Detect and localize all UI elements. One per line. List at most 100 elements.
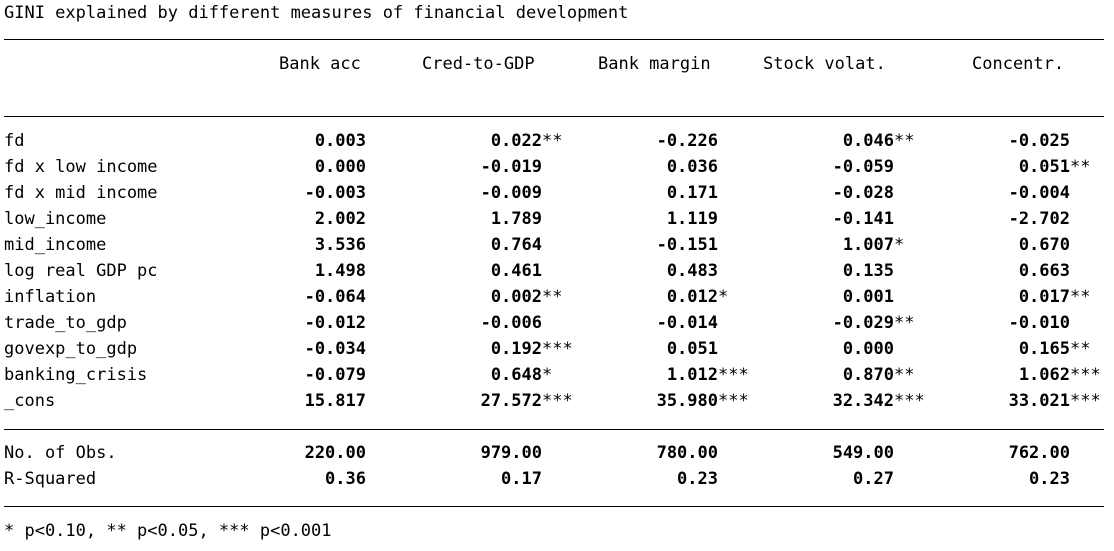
- row-label: trade_to_gdp: [4, 313, 127, 333]
- column-header-bank-margin: Bank margin: [598, 54, 711, 74]
- cell-value: 0.036: [666, 157, 718, 177]
- table-cell: 0.003: [226, 131, 366, 151]
- table-cell: -0.151: [578, 235, 718, 255]
- cell-value: 762.00: [1008, 443, 1070, 463]
- table-cell: -0.009: [402, 183, 542, 203]
- significance-stars: **: [542, 287, 563, 307]
- significance-stars: **: [894, 313, 915, 333]
- cell-value: -0.064: [304, 287, 366, 307]
- row-label: fd x mid income: [4, 183, 158, 203]
- significance-stars: ***: [1070, 365, 1101, 385]
- table-cell: 0.017**: [930, 287, 1091, 307]
- significance-note: * p<0.10, ** p<0.05, *** p<0.001: [4, 521, 332, 541]
- table-row: fd x low income 0.000 -0.019 0.036 -0.059 0.0…: [0, 157, 1114, 183]
- cell-value: 1.007: [842, 235, 894, 255]
- table-cell: -0.019: [402, 157, 542, 177]
- cell-value: 0.003: [314, 131, 366, 151]
- cell-value: 0.012: [666, 287, 718, 307]
- row-label: fd x low income: [4, 157, 158, 177]
- cell-value: 0.192: [490, 339, 542, 359]
- table-cell: 0.012*: [578, 287, 728, 307]
- table-cell: 0.648*: [402, 365, 552, 385]
- column-header-cred-to-gdp: Cred-to-GDP: [422, 54, 535, 74]
- cell-value: 0.663: [1018, 261, 1070, 281]
- row-label: low_income: [4, 209, 107, 229]
- table-cell: 0.36: [226, 469, 366, 489]
- table-cell: 1.062***: [930, 365, 1101, 385]
- cell-value: -0.006: [480, 313, 542, 333]
- cell-value: 0.171: [666, 183, 718, 203]
- table-cell: 0.870**: [754, 365, 915, 385]
- cell-value: 0.36: [325, 469, 366, 489]
- table-cell: 0.23: [578, 469, 718, 489]
- cell-value: 220.00: [304, 443, 366, 463]
- table-row: trade_to_gdp -0.012 -0.006 -0.014 -0.029** -0…: [0, 313, 1114, 339]
- table-cell: 0.764: [402, 235, 542, 255]
- cell-value: -0.151: [656, 235, 718, 255]
- significance-stars: ***: [718, 391, 749, 411]
- cell-value: 0.000: [842, 339, 894, 359]
- cell-value: 35.980: [656, 391, 718, 411]
- table-cell: 0.036: [578, 157, 718, 177]
- column-header-concentr: Concentr.: [972, 54, 1065, 74]
- table-cell: 0.27: [754, 469, 894, 489]
- row-label: R-Squared: [4, 469, 97, 489]
- cell-value: 0.000: [314, 157, 366, 177]
- cell-value: 1.498: [314, 261, 366, 281]
- table-cell: 0.663: [930, 261, 1070, 281]
- table-cell: 1.012***: [578, 365, 749, 385]
- table-cell: -0.226: [578, 131, 718, 151]
- row-label: fd: [4, 131, 25, 151]
- table-cell: -0.028: [754, 183, 894, 203]
- header-rule: [4, 116, 1104, 117]
- table-cell: 549.00: [754, 443, 894, 463]
- table-row: fd x mid income -0.003 -0.009 0.171 -0.028 -0…: [0, 183, 1114, 209]
- table-cell: -0.003: [226, 183, 366, 203]
- table-row: _cons 15.817 27.572*** 35.980*** 32.342*** 33…: [0, 391, 1114, 417]
- table-cell: 979.00: [402, 443, 542, 463]
- significance-stars: ***: [542, 391, 573, 411]
- cell-value: 27.572: [480, 391, 542, 411]
- cell-value: 0.135: [842, 261, 894, 281]
- table-row: banking_crisis -0.079 0.648* 1.012*** 0.870*…: [0, 365, 1114, 391]
- cell-value: -0.009: [480, 183, 542, 203]
- table-cell: -0.059: [754, 157, 894, 177]
- significance-stars: **: [894, 131, 915, 151]
- cell-value: -2.702: [1008, 209, 1070, 229]
- table-cell: 780.00: [578, 443, 718, 463]
- cell-value: 32.342: [832, 391, 894, 411]
- cell-value: 2.002: [314, 209, 366, 229]
- table-cell: 0.483: [578, 261, 718, 281]
- cell-value: -0.004: [1008, 183, 1070, 203]
- table-row: low_income 2.002 1.789 1.119 -0.141 -2.702: [0, 209, 1114, 235]
- table-cell: -0.006: [402, 313, 542, 333]
- cell-value: 0.17: [501, 469, 542, 489]
- table-cell: -0.064: [226, 287, 366, 307]
- table-cell: 27.572***: [402, 391, 573, 411]
- table-cell: -0.029**: [754, 313, 915, 333]
- table-cell: 0.000: [754, 339, 894, 359]
- cell-value: 1.012: [666, 365, 718, 385]
- cell-value: -0.028: [832, 183, 894, 203]
- cell-value: 0.764: [490, 235, 542, 255]
- table-cell: 1.789: [402, 209, 542, 229]
- bottom-rule: [4, 506, 1104, 507]
- row-label: _cons: [4, 391, 56, 411]
- significance-stars: **: [894, 365, 915, 385]
- cell-value: 0.051: [666, 339, 718, 359]
- cell-value: 979.00: [480, 443, 542, 463]
- cell-value: 0.870: [842, 365, 894, 385]
- column-header-stock-volat: Stock volat.: [763, 54, 886, 74]
- cell-value: 0.046: [842, 131, 894, 151]
- cell-value: 3.536: [314, 235, 366, 255]
- cell-value: 0.165: [1018, 339, 1070, 359]
- table-cell: 3.536: [226, 235, 366, 255]
- table-cell: 0.000: [226, 157, 366, 177]
- table-cell: 35.980***: [578, 391, 749, 411]
- significance-stars: **: [1070, 339, 1091, 359]
- stats-rule: [4, 429, 1104, 430]
- table-cell: -2.702: [930, 209, 1070, 229]
- table-cell: 1.498: [226, 261, 366, 281]
- cell-value: -0.034: [304, 339, 366, 359]
- cell-value: 780.00: [656, 443, 718, 463]
